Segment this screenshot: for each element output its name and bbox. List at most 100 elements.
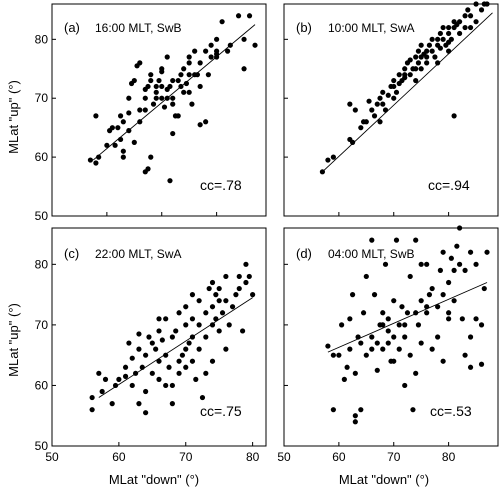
scatter-point [229, 304, 236, 310]
scatter-point [115, 125, 121, 131]
scatter-point [344, 364, 350, 370]
scatter-point [467, 13, 474, 19]
scatter-point [467, 249, 474, 255]
scatter-point [137, 107, 143, 113]
scatter-point [462, 24, 468, 31]
scatter-point [159, 95, 165, 101]
cc-value-c: cc=.75 [200, 403, 242, 419]
scatter-point [176, 310, 182, 316]
scatter-point [219, 310, 226, 316]
scatter-point [239, 328, 246, 334]
scatter-point [369, 107, 375, 113]
scatter-point [413, 54, 419, 60]
scatter-point [126, 110, 132, 116]
scatter-point [358, 125, 364, 131]
scatter-point [349, 292, 356, 298]
scatter-point [170, 77, 176, 84]
x-tick-label: 80 [442, 450, 456, 464]
x-tick-label: 60 [112, 450, 126, 464]
scatter-point [448, 36, 454, 42]
scatter-point [145, 83, 151, 90]
scatter-point [136, 401, 142, 407]
scatter-point [161, 104, 168, 110]
scatter-point [208, 54, 214, 60]
scatter-point [339, 322, 345, 328]
scatter-point [352, 413, 358, 419]
scatter-point [153, 83, 159, 90]
scatter-point [429, 285, 435, 292]
x-tick-label: 80 [246, 450, 260, 464]
scatter-point [363, 119, 369, 125]
scatter-point [358, 407, 364, 413]
scatter-point [149, 370, 155, 376]
scatter-point [396, 322, 402, 328]
scatter-point [484, 1, 490, 7]
scatter-point [122, 373, 129, 379]
scatter-point [325, 343, 331, 349]
scatter-point [407, 352, 413, 358]
scatter-point [385, 340, 391, 346]
scatter-point [216, 298, 222, 304]
scatter-point [413, 66, 419, 72]
scatter-point [206, 285, 212, 292]
scatter-point [199, 394, 206, 401]
scatter-point [216, 328, 222, 334]
scatter-point [96, 370, 102, 376]
cc-value-a: cc=.78 [200, 177, 242, 193]
scatter-point [404, 310, 411, 316]
scatter-point [196, 322, 202, 328]
scatter-point [117, 113, 124, 119]
scatter-point [186, 54, 192, 60]
scatter-point [197, 83, 203, 90]
scatter-point [173, 328, 179, 334]
scatter-point [429, 346, 435, 352]
scatter-point [363, 352, 369, 358]
scatter-point [219, 19, 225, 25]
scatter-point [407, 72, 413, 78]
scatter-point [347, 316, 353, 322]
scatter-point [203, 310, 209, 316]
scatter-point [159, 83, 165, 90]
scatter-point [424, 54, 430, 60]
scatter-point [209, 358, 216, 364]
scatter-point [236, 273, 242, 280]
scatter-point [440, 249, 446, 255]
scatter-point [226, 322, 232, 328]
y-tick-label: 60 [35, 150, 49, 164]
scatter-point [371, 292, 378, 298]
scatter-point [435, 304, 441, 310]
scatter-point [440, 36, 446, 42]
scatter-point [159, 69, 165, 75]
scatter-panel-c: 50 60 70 80 50 60 70 80 (c) 22:00 MLT, SwA cc=.… [35, 227, 267, 464]
scatter-point [446, 24, 452, 31]
scatter-point [189, 316, 196, 322]
scatter-point [93, 160, 99, 166]
scatter-point [120, 154, 126, 160]
scatter-point [402, 322, 408, 328]
scatter-point [166, 364, 172, 370]
scatter-panel-b: (b) 10:00 MLT, SwA cc=.94 [283, 1, 499, 217]
scatter-point [467, 364, 474, 370]
scatter-point [402, 334, 408, 340]
scatter-point [424, 48, 430, 54]
scatter-point [189, 358, 196, 364]
scatter-point [112, 142, 118, 148]
scatter-point [142, 107, 148, 113]
scatter-point [120, 119, 126, 125]
scatter-point [418, 340, 424, 346]
scatter-point [473, 19, 479, 25]
scatter-point [418, 42, 424, 48]
scatter-point [396, 346, 402, 352]
ylabel-bottom: MLat "up" (°) [6, 303, 21, 377]
scatter-point [223, 273, 229, 280]
scatter-point [446, 316, 452, 322]
plot-frame [51, 3, 267, 217]
scatter-point [415, 60, 422, 66]
scatter-point [451, 298, 457, 304]
scatter-point [223, 346, 229, 352]
scatter-point [126, 340, 132, 346]
scatter-point [440, 358, 446, 364]
scatter-point [112, 382, 119, 389]
scatter-point [473, 261, 479, 267]
